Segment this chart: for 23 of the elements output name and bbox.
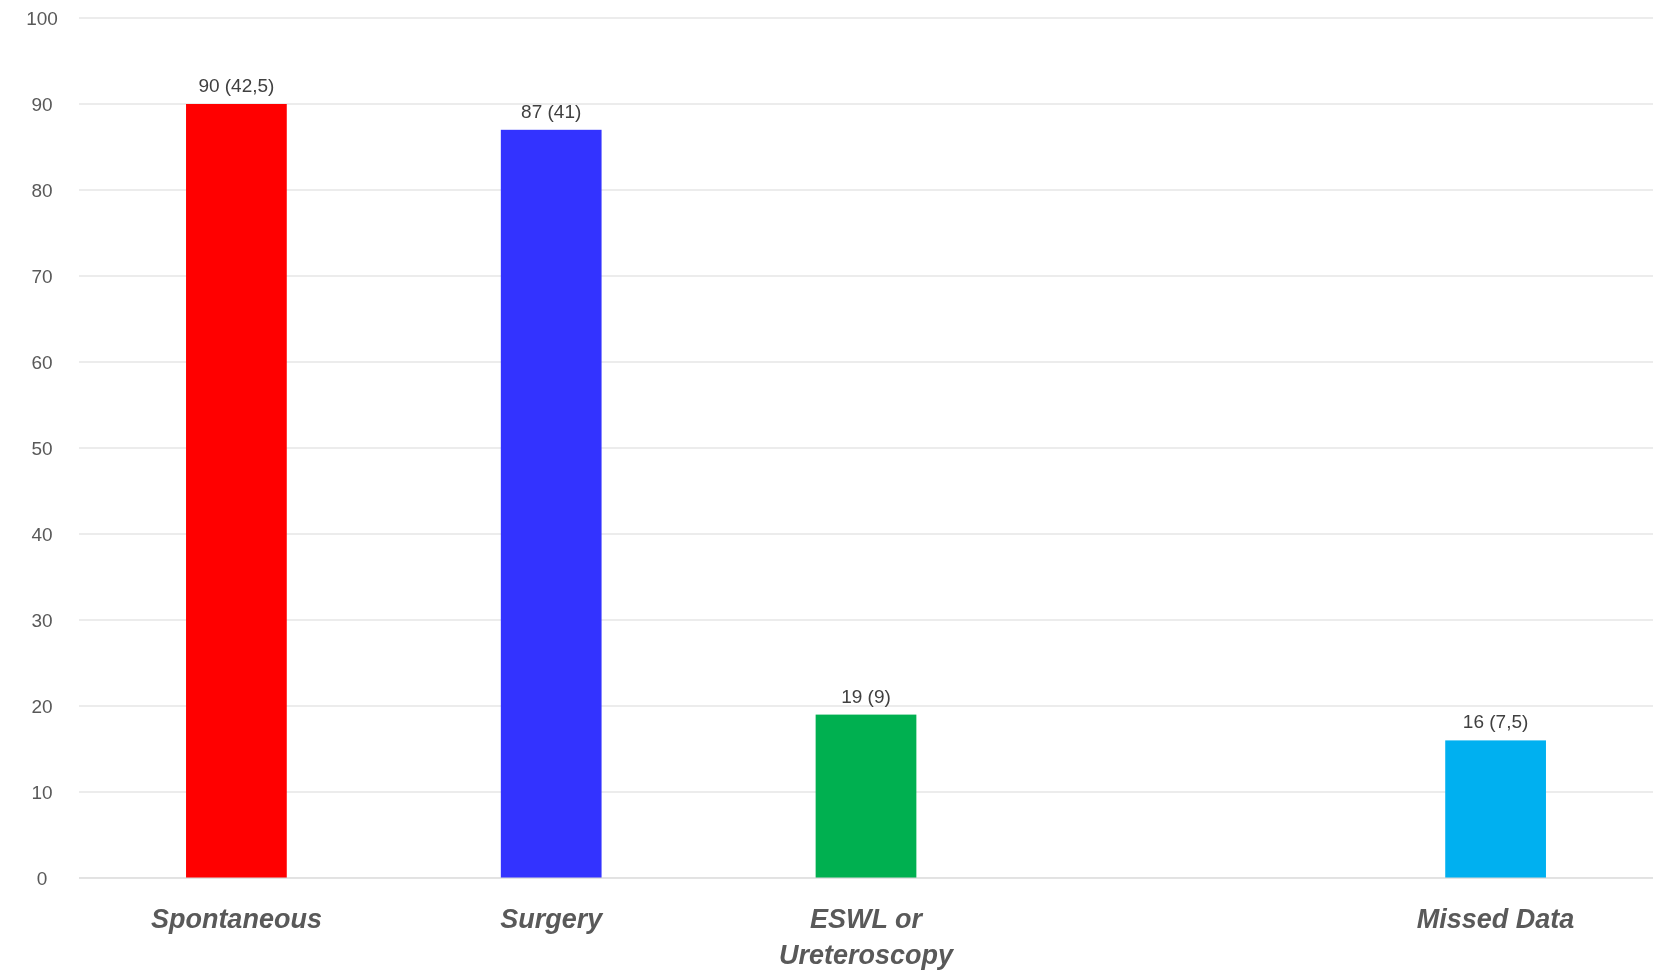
- x-tick-label: ESWL or Ureteroscopy: [778, 904, 956, 970]
- y-tick-label: 20: [31, 695, 53, 717]
- x-tick-label: Spontaneous: [150, 904, 322, 934]
- y-tick-label: 40: [31, 523, 53, 545]
- data-label: 16 (7,5): [1462, 711, 1529, 733]
- data-label: 19 (9): [841, 685, 891, 707]
- y-tick-label: 70: [31, 265, 53, 287]
- y-tick-label: 80: [31, 179, 53, 201]
- bar: [186, 104, 287, 878]
- x-tick-label: Missed Data: [1416, 904, 1575, 934]
- bar: [500, 129, 602, 878]
- data-label: 87 (41): [521, 100, 582, 122]
- bar: [815, 714, 917, 878]
- x-tick-label: Surgery: [500, 904, 605, 934]
- y-tick-label: 10: [31, 781, 53, 803]
- y-tick-label: 100: [26, 7, 58, 29]
- bar: [1445, 740, 1546, 878]
- y-tick-label: 90: [31, 93, 53, 115]
- y-tick-label: 30: [31, 609, 53, 631]
- y-tick-label: 0: [36, 867, 48, 889]
- y-tick-label: 60: [31, 351, 53, 373]
- data-label: 90 (42,5): [198, 75, 275, 96]
- y-tick-label: 50: [31, 437, 53, 459]
